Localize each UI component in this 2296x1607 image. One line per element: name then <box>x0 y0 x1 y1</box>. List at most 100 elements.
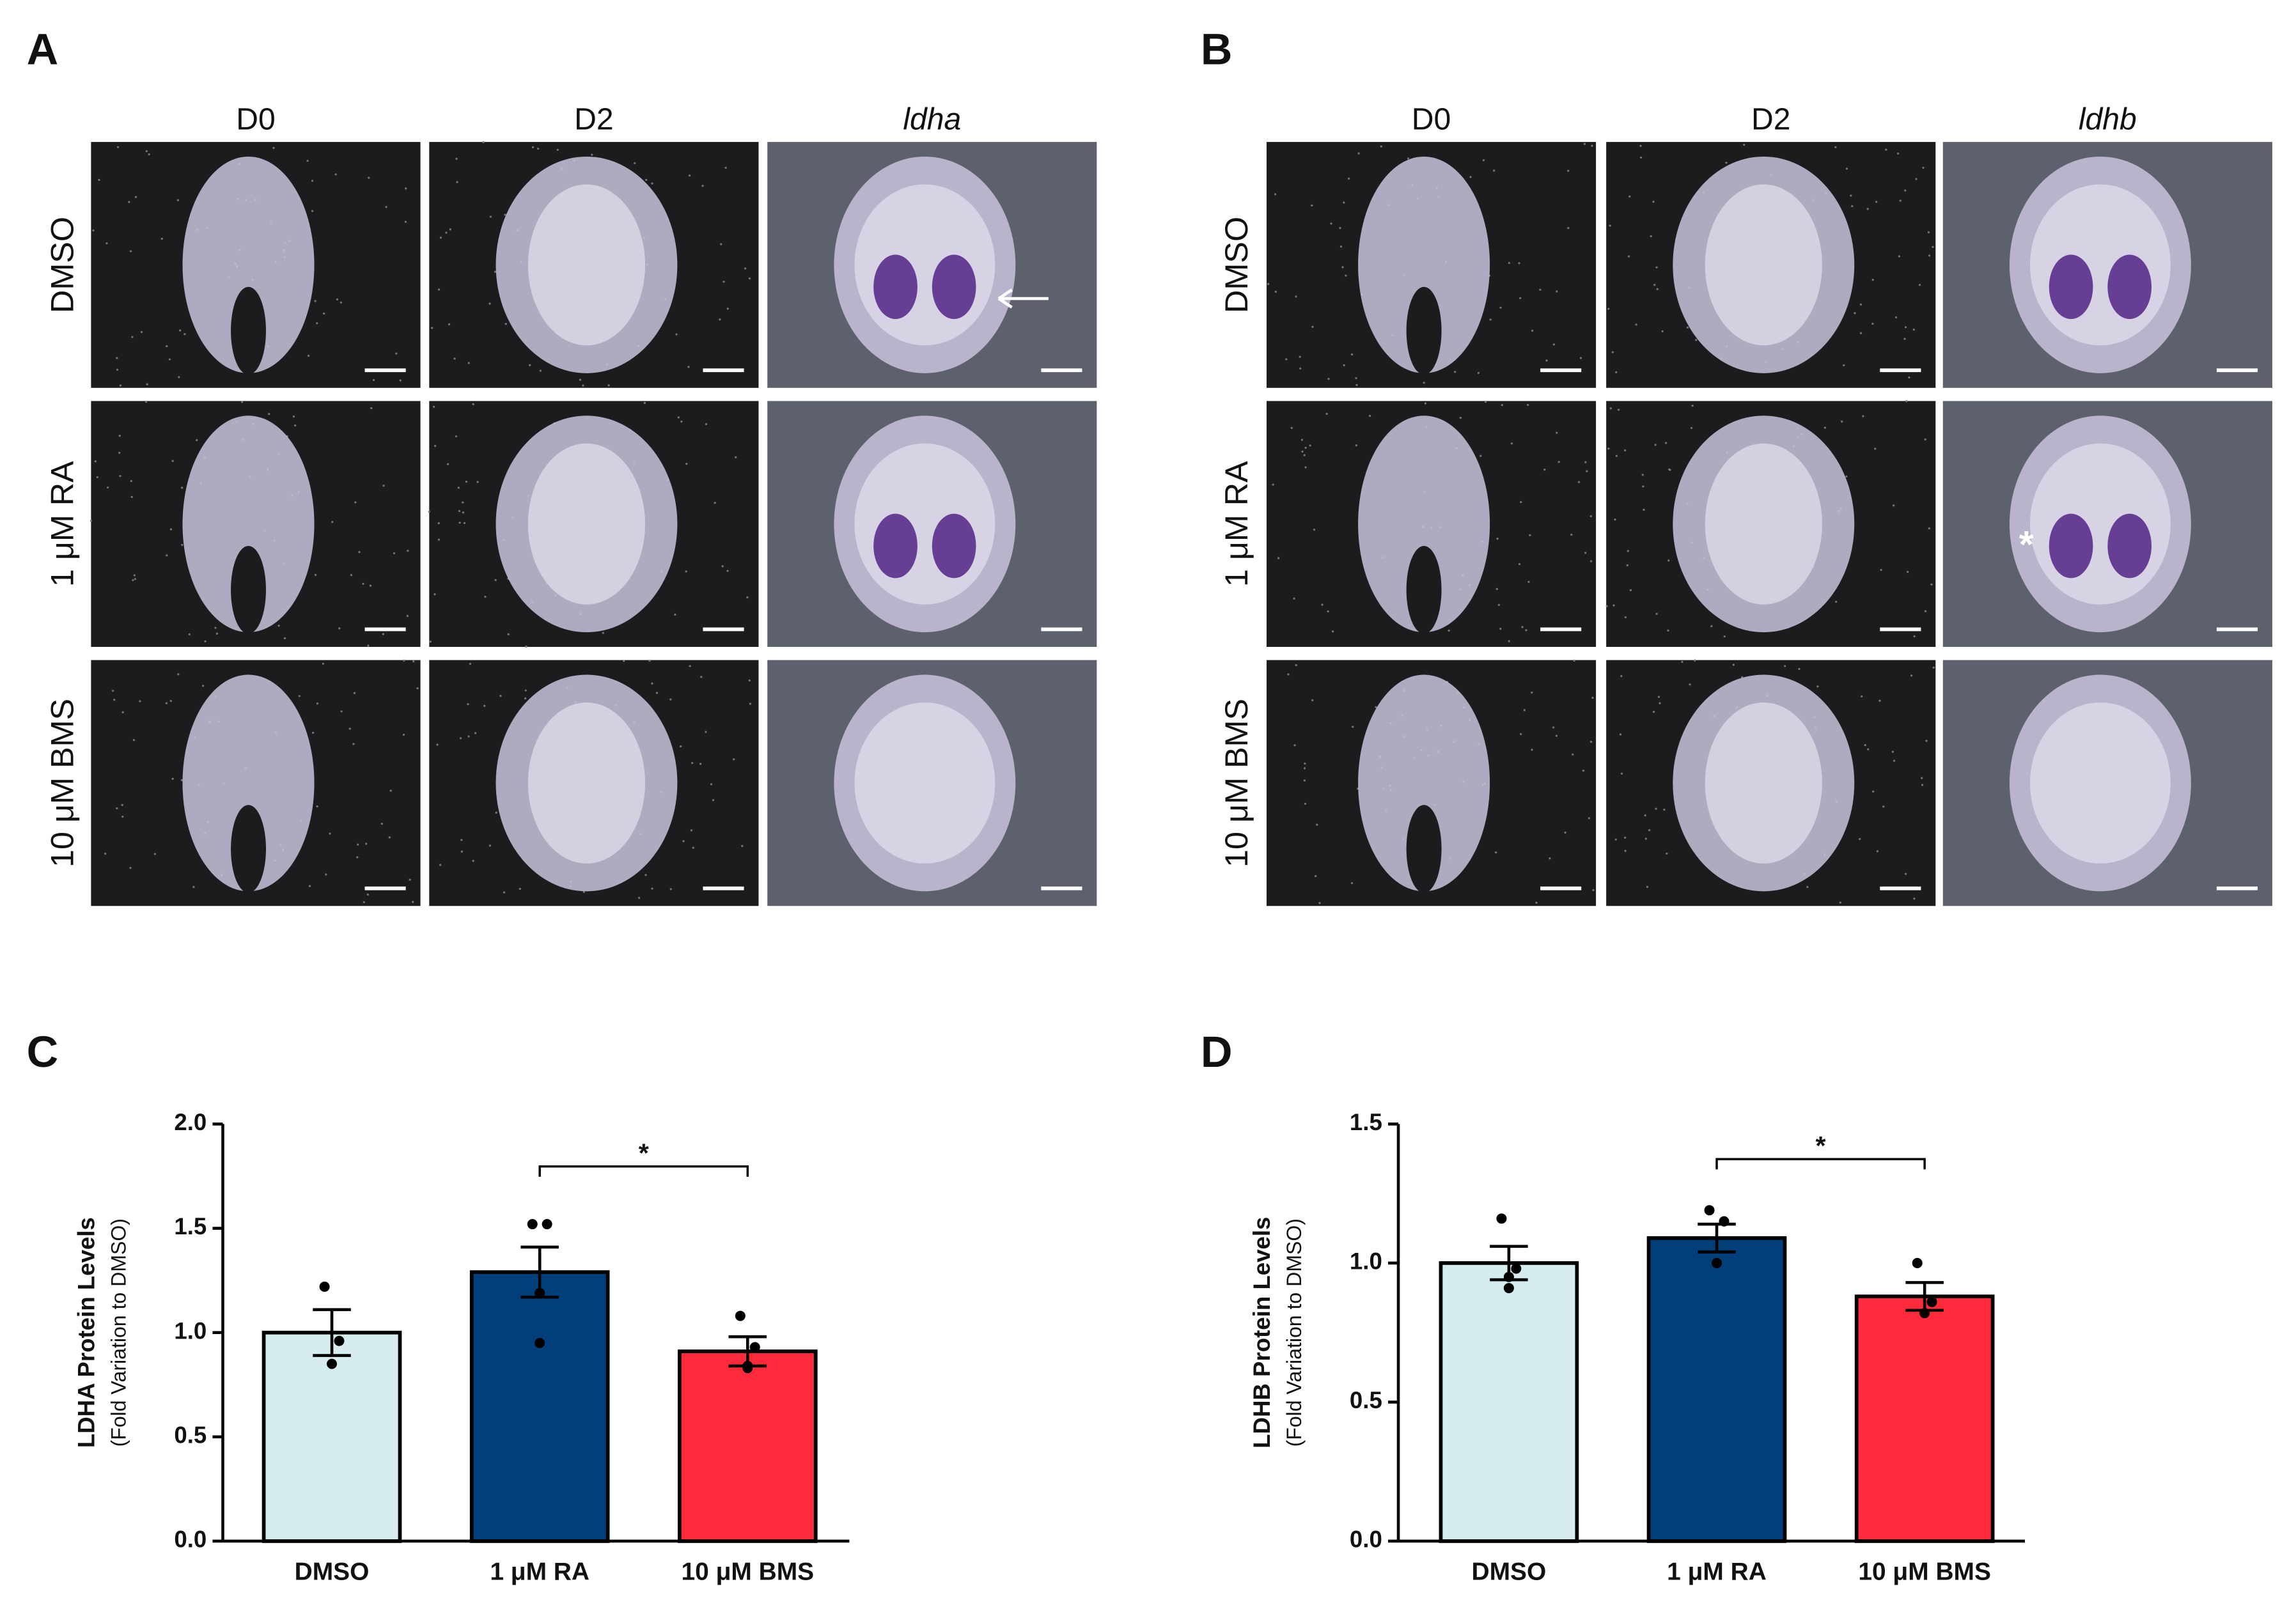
speckle <box>316 703 319 705</box>
significance-label: * <box>1816 1131 1826 1160</box>
speckle <box>467 735 470 738</box>
speckle <box>367 644 370 647</box>
speckle <box>655 692 659 694</box>
speckle <box>1642 485 1644 488</box>
speckle <box>1859 303 1863 306</box>
x-tick-label: DMSO <box>295 1558 370 1586</box>
speckle <box>499 695 502 697</box>
row-label: 1 μM RA <box>43 461 80 587</box>
bar <box>1646 1236 1787 1543</box>
speckle <box>382 485 385 487</box>
speckle <box>1613 604 1615 607</box>
speckle <box>748 277 751 280</box>
speckle <box>1668 468 1671 470</box>
speckle <box>1555 734 1558 737</box>
speckle <box>1875 201 1878 203</box>
data-point <box>749 1342 760 1353</box>
speckle <box>90 520 93 522</box>
speckle <box>1639 156 1643 159</box>
speckle <box>116 807 118 810</box>
speckle <box>524 689 527 692</box>
speckle <box>1407 157 1410 160</box>
speckle <box>1577 481 1581 483</box>
speckle <box>1316 823 1318 826</box>
speckle <box>691 762 694 765</box>
speckle <box>1866 208 1869 210</box>
speckle <box>623 660 625 662</box>
speckle <box>322 662 324 665</box>
speckle <box>1285 358 1288 361</box>
speckle <box>1497 603 1500 606</box>
speckle <box>1609 407 1612 410</box>
speckle <box>1930 583 1933 586</box>
speckle <box>389 789 392 792</box>
speckle <box>153 853 157 855</box>
speckle <box>434 445 437 447</box>
speckle <box>1628 195 1631 198</box>
speckle <box>1304 802 1307 805</box>
speckle <box>460 839 463 841</box>
speckle <box>1932 245 1934 248</box>
speckle <box>1648 829 1651 832</box>
speckle <box>556 148 559 151</box>
y-axis-label: LDHA Protein Levels <box>73 1217 99 1448</box>
row-label: 10 μM BMS <box>43 699 80 867</box>
speckle <box>741 844 744 848</box>
speckle <box>160 237 163 240</box>
speckle <box>1520 501 1522 504</box>
embryo-image <box>1942 142 2272 388</box>
speckle <box>525 645 527 648</box>
speckle <box>1355 444 1357 447</box>
speckle <box>166 345 168 348</box>
speckle <box>283 637 286 640</box>
data-point <box>319 1281 330 1292</box>
speckle <box>462 511 465 514</box>
speckle <box>1299 367 1302 370</box>
speckle <box>1913 897 1916 900</box>
stain <box>873 513 918 578</box>
y-tick-label: 0.5 <box>174 1422 207 1448</box>
speckle <box>494 578 497 582</box>
speckle <box>1330 222 1332 225</box>
speckle <box>1311 699 1314 702</box>
speckle <box>453 357 456 360</box>
speckle <box>1904 326 1907 329</box>
speckle <box>1725 162 1728 164</box>
speckle <box>1666 852 1668 855</box>
y-tick-label: 2.0 <box>174 1109 207 1135</box>
tissue-inner <box>1705 703 1822 864</box>
speckle <box>1343 201 1345 204</box>
speckle <box>1423 382 1425 384</box>
speckle <box>1529 534 1531 536</box>
embryo-image <box>429 141 759 388</box>
speckle <box>130 480 132 483</box>
speckle <box>293 424 297 427</box>
speckle <box>579 378 582 381</box>
speckle <box>148 153 150 155</box>
speckle <box>1531 749 1533 751</box>
speckle <box>132 578 134 582</box>
speckle <box>519 887 521 890</box>
speckle <box>1872 790 1875 793</box>
speckle <box>121 804 123 806</box>
data-point <box>1926 1296 1937 1307</box>
speckle <box>368 176 370 179</box>
speckle <box>448 323 451 325</box>
speckle <box>1348 177 1350 180</box>
speckle <box>1661 330 1664 332</box>
speckle <box>446 463 449 465</box>
tissue-inner <box>527 703 646 864</box>
speckle <box>409 878 411 881</box>
speckle <box>113 699 116 701</box>
speckle <box>524 697 527 700</box>
speckle <box>1681 660 1683 664</box>
speckle <box>1357 152 1360 155</box>
data-point <box>327 1358 338 1369</box>
error-bar <box>313 1308 351 1357</box>
speckle <box>1835 600 1838 603</box>
speckle <box>431 327 433 329</box>
speckle <box>692 846 694 849</box>
speckle <box>701 185 704 187</box>
speckle <box>719 318 721 321</box>
speckle <box>338 627 341 630</box>
